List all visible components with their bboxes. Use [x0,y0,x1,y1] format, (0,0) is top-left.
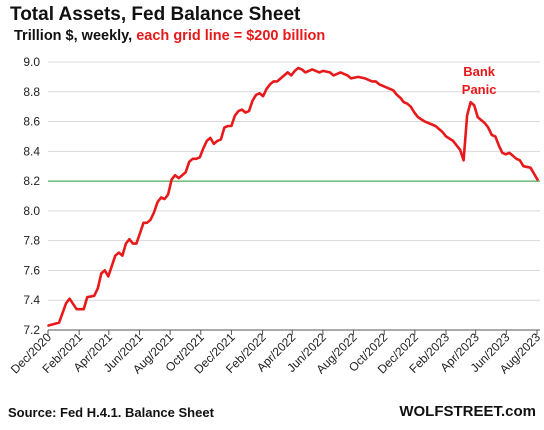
series-line-total-assets [47,66,539,327]
x-axis: Dec/2020Feb/2021Apr/2021Jun/2021Aug/2021… [8,330,543,376]
subtitle-plain: Trillion $, weekly, [14,28,137,44]
annotation-bank-panic: Panic [462,82,497,97]
y-tick-label: 8.8 [23,85,40,99]
y-axis: 7.2 7.4 7.6 7.8 8.0 8.2 8.4 8.6 8.8 9.0 [23,55,40,337]
brand-logo: WOLFSTREET.com [399,403,536,420]
y-tick-label: 8.2 [23,174,40,188]
y-tick-label: 7.6 [23,263,40,277]
y-tick-label: 8.0 [23,204,40,218]
chart-title: Total Assets, Fed Balance Sheet [10,4,301,25]
y-tick-label: 7.2 [23,323,40,337]
source-note: Source: Fed H.4.1. Balance Sheet [8,405,214,420]
y-tick-label: 8.4 [23,144,40,158]
series-layer [47,66,539,327]
y-tick-label: 7.4 [23,293,40,307]
annotation-bank-panic: Bank [463,64,496,79]
grid-layer [48,61,540,331]
annotation-layer: Bank Panic [462,64,497,97]
y-tick-label: 7.8 [23,234,40,248]
y-tick-label: 8.6 [23,115,40,129]
chart-subtitle: Trillion $, weekly, each grid line = $20… [14,28,325,44]
subtitle-highlight: each grid line = $200 billion [136,28,326,44]
y-tick-label: 9.0 [23,55,40,69]
